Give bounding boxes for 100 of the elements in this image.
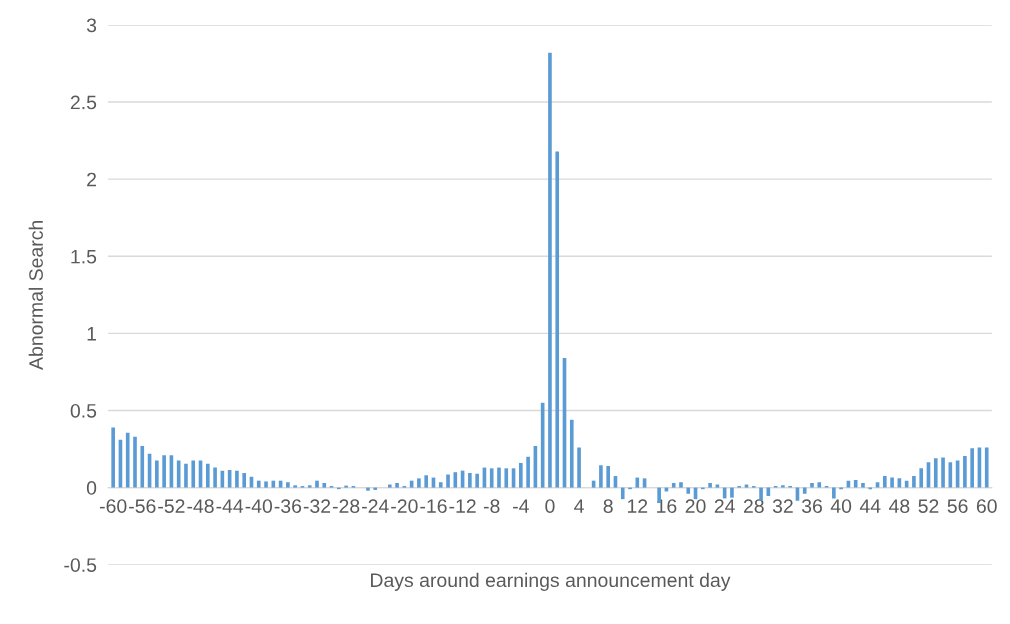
x-tick-label: -12	[449, 499, 476, 513]
bar	[606, 466, 610, 488]
bar	[205, 463, 210, 488]
x-tick-label: 4	[574, 499, 584, 513]
bar	[504, 468, 509, 488]
bar	[395, 482, 399, 488]
x-tick-label: -8	[483, 499, 500, 514]
x-tick-label: -48	[187, 499, 214, 514]
bar	[890, 477, 894, 488]
y-tick-label: 3	[86, 18, 97, 33]
bar	[810, 482, 814, 488]
x-tick-label: 56	[947, 499, 968, 514]
bar	[286, 482, 290, 488]
x-tick-label: 40	[830, 499, 852, 514]
y-tick-label: 2.5	[70, 95, 97, 110]
bar	[387, 484, 392, 488]
bar	[679, 482, 683, 488]
x-tick-label: -16	[420, 499, 447, 514]
y-tick-label: 1	[87, 327, 97, 341]
bar	[912, 476, 916, 488]
x-tick-label: -52	[158, 499, 185, 514]
bar	[475, 473, 479, 488]
bar	[344, 485, 348, 488]
x-tick-label: 52	[918, 499, 939, 514]
bar	[599, 465, 603, 488]
bar	[875, 482, 880, 488]
bar	[548, 52, 552, 488]
bar	[933, 458, 938, 488]
bar	[417, 478, 421, 488]
bar	[781, 485, 785, 488]
bar	[970, 448, 974, 488]
bar	[307, 485, 312, 488]
bar	[271, 480, 276, 488]
x-tick-label: 12	[627, 499, 648, 513]
bar	[941, 457, 945, 488]
y-axis-title: Abnormal Search	[28, 220, 43, 370]
bar	[861, 482, 865, 488]
x-tick-label: 0	[545, 499, 555, 514]
bar	[620, 487, 625, 500]
x-tick-label: -36	[274, 499, 302, 514]
bar	[213, 467, 217, 488]
bar	[424, 475, 429, 488]
bar	[242, 472, 247, 488]
x-tick-label: 32	[772, 499, 793, 514]
bar	[919, 468, 924, 488]
y-tick-label: -0.5	[64, 558, 97, 572]
bar	[155, 460, 159, 488]
bar	[176, 460, 181, 488]
bar	[235, 470, 239, 488]
bar	[882, 476, 887, 488]
bar	[133, 436, 137, 488]
x-tick-label: -60	[99, 499, 127, 514]
x-tick-label: 48	[889, 499, 910, 514]
bar	[963, 456, 967, 488]
x-tick-label: 28	[743, 499, 764, 514]
bar	[802, 487, 807, 494]
bar	[759, 487, 763, 501]
y-tick-label: 1.5	[71, 249, 97, 264]
bar	[468, 472, 472, 488]
x-tick-label: 20	[685, 499, 706, 514]
bar	[322, 482, 327, 488]
x-tick-label: -4	[513, 499, 529, 513]
bar	[577, 447, 581, 488]
bar	[373, 487, 378, 490]
bar	[555, 151, 560, 488]
bar	[489, 468, 494, 488]
x-tick-label: 24	[714, 499, 735, 513]
bar	[526, 456, 530, 488]
bar	[984, 447, 989, 488]
bar	[519, 462, 523, 488]
x-tick-label: 16	[657, 499, 677, 514]
bar	[366, 487, 370, 491]
bar	[140, 445, 145, 488]
bar	[256, 480, 261, 488]
bar	[730, 487, 734, 498]
x-tick-label: -24	[362, 499, 389, 513]
bar	[453, 472, 458, 488]
bar	[125, 432, 130, 488]
bar	[832, 487, 836, 499]
bar	[708, 482, 712, 488]
x-tick-label: 44	[859, 499, 881, 513]
bar	[191, 460, 196, 488]
x-tick-label: -32	[303, 499, 331, 514]
bar	[315, 480, 319, 488]
x-tick-label: -20	[391, 499, 418, 514]
x-tick-label: -56	[129, 499, 156, 514]
x-tick-label: -28	[332, 499, 360, 514]
bar	[264, 481, 268, 488]
bar	[293, 485, 297, 488]
bar	[497, 467, 501, 488]
bar	[671, 482, 676, 488]
y-tick-label: 0	[86, 481, 97, 495]
y-tick-label: 2	[87, 172, 96, 187]
bar	[635, 477, 640, 488]
x-tick-label: -40	[245, 499, 273, 514]
bar	[817, 482, 822, 488]
bar	[111, 427, 115, 488]
bar	[184, 463, 188, 488]
bar	[438, 482, 443, 488]
bar	[446, 474, 450, 488]
